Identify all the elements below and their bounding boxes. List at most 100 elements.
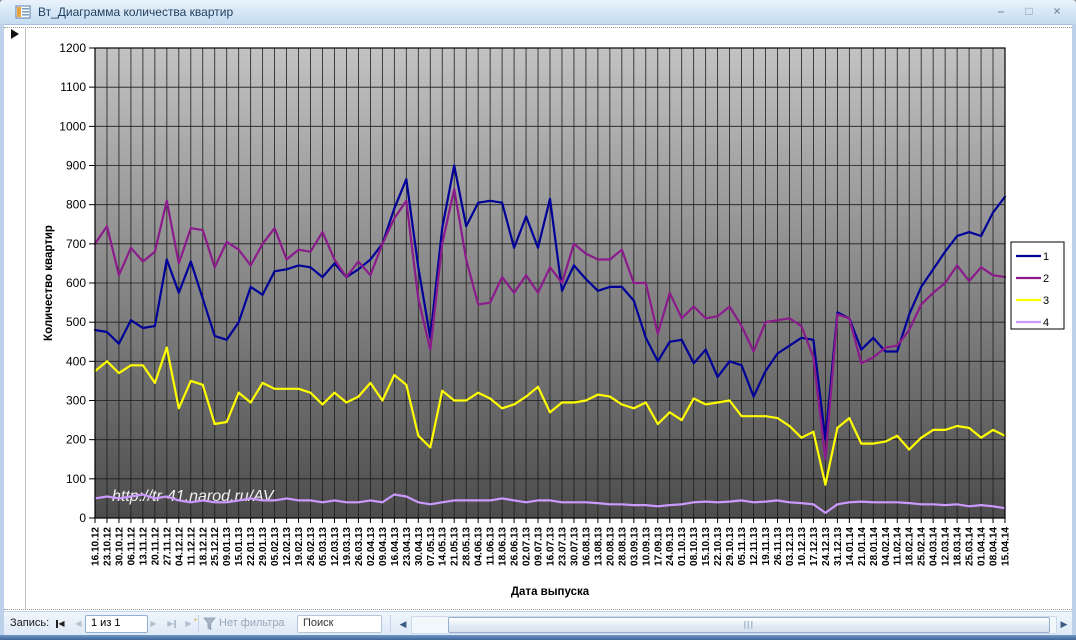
- x-tick-label: 18.03.14: [953, 527, 964, 566]
- x-tick-label: 18.06.13: [498, 527, 509, 566]
- x-tick-label: 23.04.13: [402, 527, 413, 566]
- y-tick-label: 400: [66, 354, 86, 368]
- new-record-star-icon: *: [193, 617, 197, 626]
- x-tick-label: 01.10.13: [677, 527, 688, 566]
- series-line-4: [93, 493, 1007, 515]
- maximize-button[interactable]: □: [1025, 4, 1033, 18]
- x-tick-label: 08.10.13: [689, 527, 700, 566]
- x-tick-label: 04.02.14: [881, 527, 892, 566]
- series-line-1: [93, 164, 1007, 441]
- x-tick-label: 11.12.12: [186, 527, 197, 566]
- x-tick-label: 11.06.13: [486, 527, 497, 566]
- new-record-button[interactable]: ▶ *: [180, 616, 197, 632]
- legend-label: 3: [1043, 295, 1049, 307]
- x-tick-label: 26.02.13: [306, 527, 317, 566]
- y-tick-label: 200: [66, 433, 86, 447]
- x-tick-label: 12.03.13: [330, 527, 341, 566]
- record-label: Запись:: [10, 617, 50, 629]
- next-record-button[interactable]: ▶: [150, 619, 157, 628]
- y-tick-label: 1100: [60, 80, 86, 94]
- x-tick-label: 28.01.14: [869, 527, 880, 566]
- y-tick-label: 500: [66, 315, 86, 329]
- x-tick-label: 31.12.13: [833, 527, 844, 566]
- form-section-divider-top: [4, 27, 1072, 28]
- x-tick-label: 03.09.13: [629, 527, 640, 566]
- x-tick-label: 15.10.13: [701, 527, 712, 566]
- window-titlebar: Вт_Диаграмма количества квартир – □ ×: [0, 0, 1076, 25]
- first-record-button[interactable]: ◀: [53, 616, 70, 632]
- x-tick-label: 29.10.13: [725, 527, 736, 566]
- scroll-left-arrow[interactable]: ◀: [399, 619, 407, 629]
- x-tick-label: 26.11.13: [773, 527, 784, 566]
- record-selector-arrow[interactable]: [11, 29, 19, 39]
- last-record-button[interactable]: ▶: [162, 616, 179, 632]
- window-border-left: [0, 24, 4, 635]
- x-tick-label: 07.05.13: [426, 527, 437, 566]
- x-tick-label: 05.02.13: [270, 527, 281, 566]
- x-tick-label: 12.02.13: [282, 527, 293, 566]
- record-navigation-bar: Запись: ◀ ◀ 1 из 1 ▶ ▶ ▶ * Нет фильтра По…: [4, 611, 1072, 636]
- series-line-2: [93, 187, 1007, 461]
- scroll-right-arrow[interactable]: ▶: [1060, 619, 1068, 629]
- x-tick-label: 26.03.13: [354, 527, 365, 566]
- chart-legend: 1 2 3 4: [1010, 241, 1065, 330]
- horizontal-scrollbar-thumb[interactable]: [448, 617, 1050, 633]
- close-button[interactable]: ×: [1053, 4, 1061, 18]
- x-tick-label: 24.09.13: [665, 527, 676, 566]
- y-tick-label: 700: [66, 237, 86, 251]
- x-tick-label: 03.12.13: [785, 527, 796, 566]
- navbar-divider: [390, 615, 391, 633]
- window-border-right: [1072, 24, 1076, 635]
- x-tick-label: 08.04.14: [989, 527, 1000, 566]
- current-record-box[interactable]: 1 из 1: [85, 615, 148, 633]
- x-tick-label: 12.03.14: [941, 527, 952, 566]
- x-tick-label: 02.07.13: [522, 527, 533, 566]
- x-tick-label: 29.01.13: [258, 527, 269, 566]
- x-tick-label: 16.07.13: [546, 527, 557, 566]
- x-tick-label: 30.04.13: [414, 527, 425, 566]
- y-tick-label: 900: [66, 159, 86, 173]
- x-tick-label: 17.12.13: [809, 527, 820, 566]
- navbar-divider: [198, 615, 199, 633]
- x-tick-label: 20.08.13: [605, 527, 616, 566]
- window-border-bottom: [0, 635, 1076, 640]
- chart: http://tr-41.narod.ru/AV0100200300400500…: [43, 41, 1065, 598]
- chart-gridlines: [94, 47, 1006, 519]
- minimize-button[interactable]: –: [997, 4, 1005, 18]
- legend-label: 2: [1043, 273, 1049, 285]
- x-tick-label: 20.11.12: [150, 527, 161, 566]
- x-tick-label: 16.10.12: [91, 527, 102, 566]
- x-tick-label: 22.10.13: [713, 527, 724, 566]
- x-tick-label: 05.11.13: [737, 527, 748, 566]
- x-tick-label: 11.02.14: [893, 527, 904, 566]
- x-tick-label: 23.07.13: [557, 527, 568, 566]
- form-section-divider-bottom: [4, 609, 1072, 610]
- x-tick-label: 19.03.13: [342, 527, 353, 566]
- filter-status-button[interactable]: Нет фильтра: [219, 617, 285, 629]
- x-tick-label: 15.04.14: [1001, 527, 1012, 566]
- x-axis-title: Дата выпуска: [511, 586, 590, 598]
- x-tick-label: 06.11.12: [126, 527, 137, 566]
- x-tick-label: 19.11.13: [761, 527, 772, 566]
- x-tick-label: 10.12.13: [797, 527, 808, 566]
- x-tick-label: 18.12.12: [198, 527, 209, 566]
- y-tick-label: 600: [66, 276, 86, 290]
- y-tick-label: 1200: [59, 41, 86, 55]
- x-tick-label: 09.07.13: [534, 527, 545, 566]
- legend-label: 1: [1043, 251, 1049, 263]
- x-tick-label: 01.04.14: [977, 527, 988, 566]
- x-tick-label: 04.03.14: [929, 527, 940, 566]
- x-tick-label: 25.02.14: [917, 527, 928, 566]
- previous-record-button[interactable]: ◀: [75, 619, 82, 628]
- x-tick-label: 13.11.12: [138, 527, 149, 566]
- y-tick-label: 0: [79, 511, 86, 525]
- y-axis: 0 100 200 300 400 500 600 700 800 900 1000 1100 1200: [59, 41, 95, 525]
- x-tick-label: 14.05.13: [438, 527, 449, 566]
- x-axis: 16.10.12 23.10.12 30.10.12 06.11.12 13.11.12…: [91, 518, 1012, 566]
- x-tick-label: 14.01.14: [845, 527, 856, 566]
- x-tick-label: 15.01.13: [234, 527, 245, 566]
- y-tick-label: 800: [66, 198, 86, 212]
- search-input[interactable]: Поиск: [297, 615, 382, 633]
- x-tick-label: 30.10.12: [114, 527, 125, 566]
